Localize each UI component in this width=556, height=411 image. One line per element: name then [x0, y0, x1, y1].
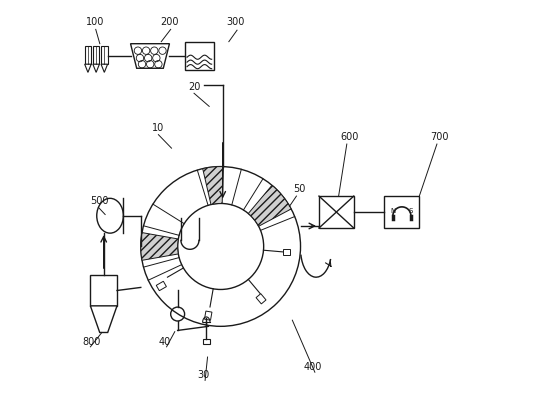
Bar — [85, 46, 91, 64]
Bar — [385, 196, 419, 228]
Polygon shape — [91, 306, 117, 332]
Polygon shape — [203, 166, 224, 205]
Polygon shape — [85, 64, 91, 72]
Polygon shape — [249, 185, 291, 226]
Bar — [319, 196, 354, 228]
Text: 30: 30 — [197, 370, 209, 381]
Bar — [93, 46, 100, 64]
Text: 500: 500 — [91, 196, 109, 206]
Text: 50: 50 — [294, 184, 306, 194]
Polygon shape — [131, 44, 170, 68]
Bar — [185, 42, 214, 69]
Bar — [205, 311, 212, 320]
Bar — [91, 275, 117, 306]
Text: 600: 600 — [340, 132, 359, 142]
Text: 10: 10 — [152, 122, 164, 133]
Polygon shape — [101, 64, 108, 72]
Bar — [256, 294, 266, 304]
Polygon shape — [93, 64, 100, 72]
Text: 300: 300 — [226, 17, 244, 27]
Text: 400: 400 — [304, 362, 322, 372]
Text: 200: 200 — [161, 17, 179, 27]
Text: 100: 100 — [86, 17, 105, 27]
Text: 40: 40 — [158, 337, 171, 347]
Text: S: S — [409, 208, 413, 214]
Bar — [203, 339, 210, 344]
Text: 800: 800 — [82, 337, 101, 347]
Text: 20: 20 — [188, 82, 201, 92]
Polygon shape — [141, 233, 178, 260]
Bar — [156, 281, 166, 291]
Text: 700: 700 — [430, 132, 449, 142]
Text: N: N — [390, 208, 395, 214]
Bar — [283, 249, 290, 255]
Bar — [101, 46, 108, 64]
